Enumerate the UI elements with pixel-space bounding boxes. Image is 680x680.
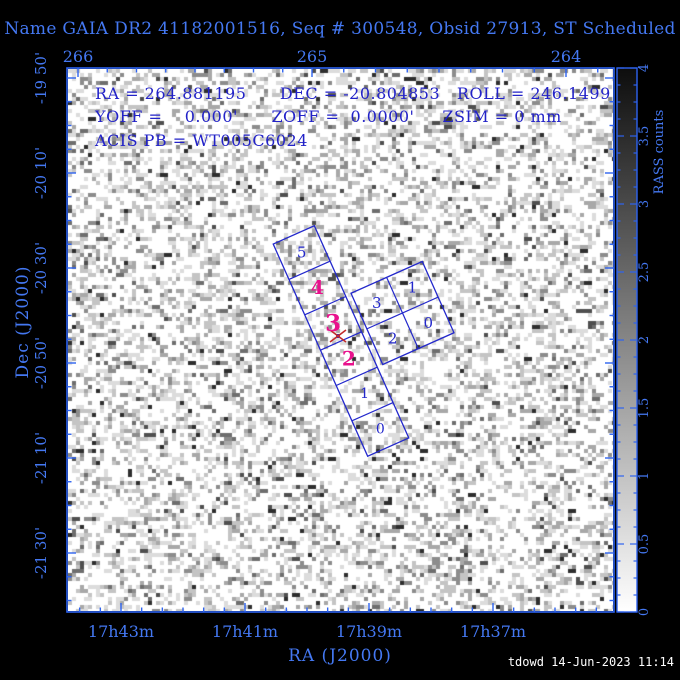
acis-s-chip-label: 3	[325, 310, 341, 337]
acis-s-chip-label: 5	[297, 244, 307, 262]
acis-s-outline	[272, 224, 410, 458]
acis-s-chip-divider	[320, 331, 362, 351]
colorbar-tick-label: 0	[637, 608, 652, 616]
colorbar-tick-label: 4	[637, 64, 652, 72]
user-timestamp: tdowd 14-Jun-2023 11:14	[507, 655, 674, 669]
acis-s-chip-label: 2	[342, 347, 356, 371]
dec-tick-label: -20 50'	[32, 337, 50, 389]
observation-title: Name GAIA DR2 41182001516, Seq # 300548,…	[4, 19, 676, 39]
colorbar-tick-label: 3.5	[637, 126, 652, 147]
acis-s-chip-divider	[288, 260, 331, 280]
acis-s-chip-label: 1	[360, 386, 369, 402]
rass-counts-image[interactable]	[68, 69, 613, 611]
acis-i-chip-divider	[386, 277, 419, 349]
acis-i-chip-label: 2	[388, 330, 398, 348]
ra-degree-tick-label: 266	[63, 47, 94, 66]
ra-degree-tick-label: 265	[297, 47, 328, 66]
x-axis-title: RA (J2000)	[288, 646, 392, 666]
acis-fov-overlay[interactable]	[272, 224, 455, 458]
aimpoint-x-marker[interactable]	[329, 329, 347, 343]
acis-s-array[interactable]	[272, 224, 410, 458]
acis-i-array[interactable]	[350, 260, 455, 366]
acis-s-chip-label: 0	[376, 421, 385, 437]
colorbar-tick-label: 3	[637, 200, 652, 208]
colorbar-tick-label: 1	[637, 472, 652, 480]
acis-s-chip-divider	[335, 366, 378, 387]
ra-degree-tick-label: 264	[551, 47, 582, 66]
ra-hm-tick-label: 17h39m	[336, 622, 402, 641]
acis-i-chip-label: 1	[408, 278, 418, 296]
acis-i-chip-label: 3	[372, 294, 382, 312]
dec-tick-label: -21 30'	[32, 527, 50, 579]
ra-hm-tick-label: 17h43m	[88, 622, 154, 641]
dec-tick-label: -20 10'	[32, 147, 50, 199]
acis-i-chip-label: 0	[423, 314, 433, 332]
colorbar-title: RASS counts	[652, 110, 667, 195]
acis-s-chip-label: 4	[311, 277, 324, 299]
colorbar-tick-label: 1.5	[637, 398, 652, 419]
ra-hm-tick-label: 17h41m	[212, 622, 278, 641]
acis-pb-annotation: ACIS PB = WT005C6024	[95, 131, 308, 150]
y-axis-title: Dec (J2000)	[13, 266, 33, 379]
acis-s-chip-divider	[351, 402, 394, 422]
ra-hm-tick-label: 17h37m	[460, 622, 526, 641]
colorbar-tick-label: 0.5	[637, 534, 652, 555]
colorbar-tick-label: 2	[637, 336, 652, 344]
pointing-annotation: RA = 264.881195 DEC = -20.804853 ROLL = …	[95, 84, 611, 103]
dec-tick-label: -19 50'	[32, 52, 50, 104]
acis-s-chip-divider	[304, 295, 347, 316]
offset-annotation: YOFF = 0.000' ZOFF = 0.0000' ZSIM = 0 mm	[95, 107, 562, 126]
dec-tick-label: -20 30'	[32, 242, 50, 294]
dec-tick-label: -21 10'	[32, 432, 50, 484]
colorbar-tick-label: 2.5	[637, 262, 652, 283]
plot-frame	[66, 67, 615, 613]
